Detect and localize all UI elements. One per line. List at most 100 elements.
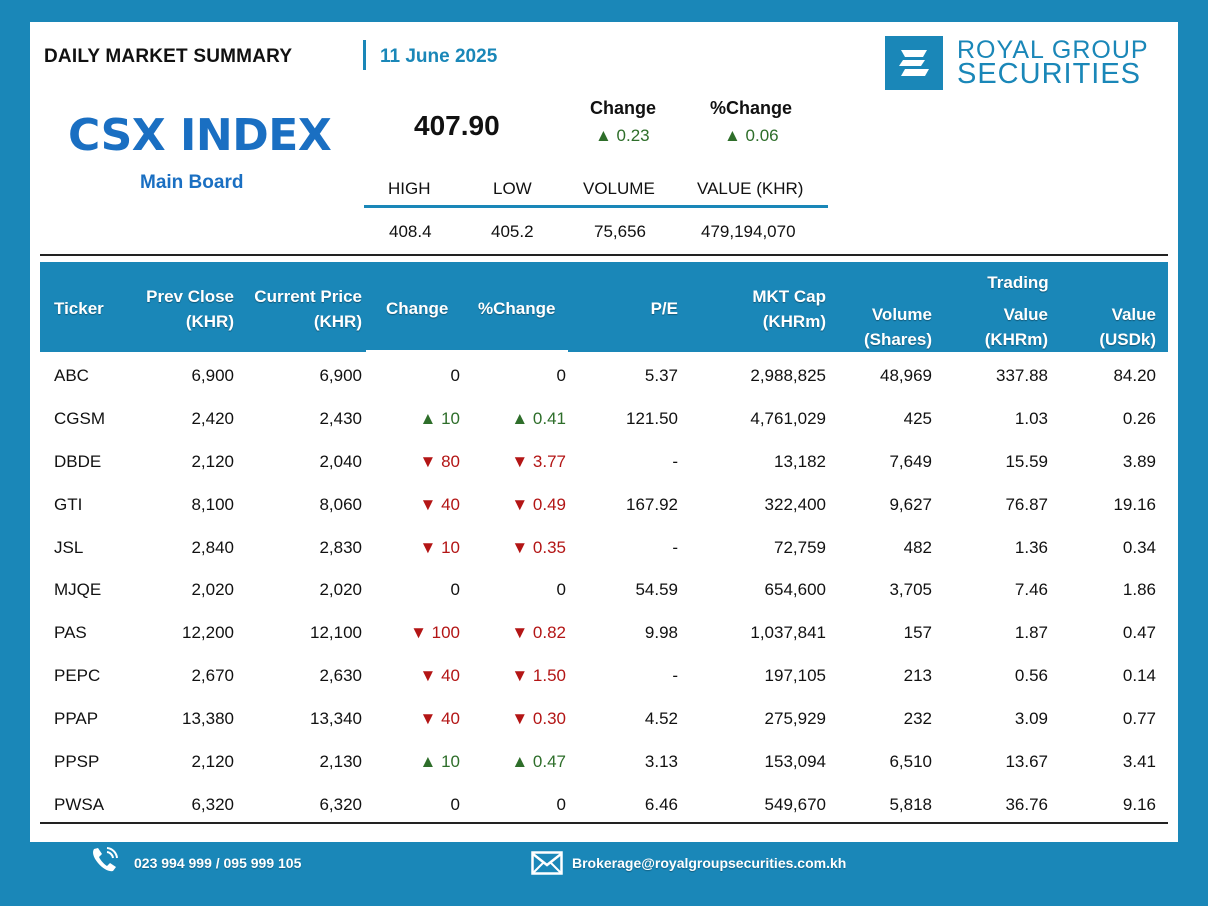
cell-mcap: 153,094 — [764, 752, 826, 772]
cell-prev: 2,670 — [191, 666, 234, 686]
cell-vol: 213 — [903, 666, 932, 686]
th-volume: Volume (Shares) — [863, 305, 932, 349]
cell-cur: 6,320 — [319, 794, 362, 814]
cell-ticker: PAS — [54, 623, 87, 643]
cell-val-khr: 36.76 — [1005, 794, 1048, 814]
logo-text-line2: SECURITIES — [957, 58, 1142, 90]
cell-pct: ▼ 0.30 — [511, 709, 566, 729]
cell-prev: 12,200 — [182, 623, 234, 643]
cell-vol: 482 — [903, 537, 932, 557]
cell-pct: 0 — [556, 366, 566, 385]
cell-vol: 157 — [903, 623, 932, 643]
cell-vol: 48,969 — [880, 366, 932, 385]
cell-pct: ▲ 0.47 — [511, 752, 566, 772]
cell-val-khr: 1.03 — [1014, 408, 1048, 428]
cell-val-khr: 15.59 — [1005, 451, 1048, 471]
cell-pct: 0 — [556, 580, 566, 600]
index-pct-change-value: ▲ 0.06 — [724, 126, 779, 145]
cell-val-usd: 0.34 — [1122, 537, 1156, 557]
index-value: 407.90 — [414, 110, 500, 141]
cell-vol: 5,818 — [889, 794, 932, 814]
cell-val-khr: 0.56 — [1014, 666, 1048, 686]
cell-mcap: 4,761,029 — [750, 408, 826, 428]
cell-chg: ▼ 100 — [410, 623, 460, 643]
cell-val-usd: 3.41 — [1122, 752, 1156, 772]
th-mkt-cap: MKT Cap (KHRm) — [752, 287, 826, 331]
cell-vol: 232 — [903, 709, 932, 729]
cell-chg: ▲ 10 — [419, 408, 460, 428]
stat-high-label: HIGH — [388, 179, 431, 198]
cell-mcap: 654,600 — [764, 580, 826, 600]
cell-pe: 167.92 — [626, 494, 678, 514]
cell-pe: 54.59 — [635, 580, 678, 600]
th-prev-close: Prev Close (KHR) — [146, 287, 234, 331]
cell-chg: ▼ 40 — [419, 709, 460, 729]
stat-value-value: 479,194,070 — [701, 222, 796, 241]
cell-chg: ▼ 40 — [419, 494, 460, 514]
cell-val-usd: 0.47 — [1122, 623, 1156, 643]
cell-mcap: 322,400 — [764, 494, 826, 514]
cell-pct: ▼ 3.77 — [511, 451, 566, 471]
table-bottom-border — [40, 822, 1168, 824]
th-value-khr: Value (KHRm) — [984, 305, 1048, 349]
cell-pe: 121.50 — [626, 408, 678, 428]
stat-high-value: 408.4 — [389, 222, 432, 241]
cell-chg: 0 — [450, 580, 460, 600]
cell-val-khr: 1.36 — [1014, 537, 1048, 557]
cell-vol: 7,649 — [889, 451, 932, 471]
cell-chg: ▼ 40 — [419, 666, 460, 686]
cell-pct: ▲ 0.41 — [511, 408, 566, 428]
cell-ticker: ABC — [54, 366, 89, 385]
cell-val-khr: 337.88 — [996, 366, 1048, 385]
cell-chg: ▼ 10 — [419, 537, 460, 557]
cell-chg: 0 — [450, 366, 460, 385]
section-divider — [40, 254, 1168, 256]
cell-val-khr: 76.87 — [1005, 494, 1048, 514]
footer-phone[interactable]: 023 994 999 / 095 999 105 — [134, 855, 302, 871]
cell-vol: 9,627 — [889, 494, 932, 514]
table-row: PPAP 13,380 13,340 ▼ 40 ▼ 0.30 4.52 275,929 232… — [40, 697, 1168, 740]
index-pct-change-label: %Change — [710, 98, 793, 118]
cell-pct: ▼ 0.49 — [511, 494, 566, 514]
index-name: CSX INDEX — [68, 110, 332, 161]
cell-pe: 6.46 — [644, 794, 678, 814]
cell-prev: 6,900 — [191, 366, 234, 385]
cell-val-khr: 1.87 — [1014, 623, 1048, 643]
th-pct-change: %Change — [478, 299, 556, 318]
index-change-value: ▲ 0.23 — [595, 126, 650, 145]
cell-val-usd: 0.14 — [1122, 666, 1156, 686]
table-row: DBDE 2,120 2,040 ▼ 80 ▼ 3.77 - 13,182 7,649 15.5… — [40, 440, 1168, 483]
stat-volume-value: 75,656 — [594, 222, 646, 241]
cell-prev: 2,120 — [191, 752, 234, 772]
cell-pct: ▼ 0.35 — [511, 537, 566, 557]
cell-mcap: 72,759 — [774, 537, 826, 557]
cell-vol: 3,705 — [889, 580, 932, 600]
table-row: CGSM 2,420 2,430 ▲ 10 ▲ 0.41 121.50 4,761,029 4… — [40, 397, 1168, 440]
cell-pe: 5.37 — [644, 366, 678, 385]
cell-ticker: GTI — [54, 494, 83, 514]
th-value-usd: Value (USDk) — [1099, 305, 1156, 349]
table-row: GTI 8,100 8,060 ▼ 40 ▼ 0.49 167.92 322,400 9,62… — [40, 483, 1168, 526]
cell-val-usd: 9.16 — [1122, 794, 1156, 814]
cell-cur: 8,060 — [319, 494, 362, 514]
cell-val-usd: 19.16 — [1113, 494, 1156, 514]
cell-mcap: 1,037,841 — [750, 623, 826, 643]
cell-prev: 8,100 — [191, 494, 234, 514]
footer-email[interactable]: Brokerage@royalgroupsecurities.com.kh — [572, 855, 847, 871]
cell-ticker: JSL — [54, 537, 84, 557]
company-logo: ROYAL GROUP SECURITIES — [885, 36, 1155, 92]
cell-ticker: PPAP — [54, 709, 99, 729]
cell-mcap: 2,988,825 — [750, 366, 826, 385]
cell-mcap: 13,182 — [774, 451, 826, 471]
th-change: Change — [386, 299, 449, 318]
table-body: ABC 6,900 6,900 0 0 5.37 2,988,825 48,969 337.88… — [40, 354, 1168, 826]
cell-val-usd: 3.89 — [1122, 451, 1156, 471]
phone-icon — [90, 846, 120, 879]
cell-val-usd: 1.86 — [1122, 580, 1156, 600]
table-row: JSL 2,840 2,830 ▼ 10 ▼ 0.35 - 72,759 482 1.36 0.3… — [40, 526, 1168, 569]
cell-prev: 2,840 — [191, 537, 234, 557]
cell-mcap: 549,670 — [764, 794, 826, 814]
report-date: 11 June 2025 — [380, 46, 498, 67]
table-row: PAS 12,200 12,100 ▼ 100 ▼ 0.82 9.98 1,037,841 1… — [40, 611, 1168, 654]
cell-pe: 4.52 — [644, 709, 678, 729]
